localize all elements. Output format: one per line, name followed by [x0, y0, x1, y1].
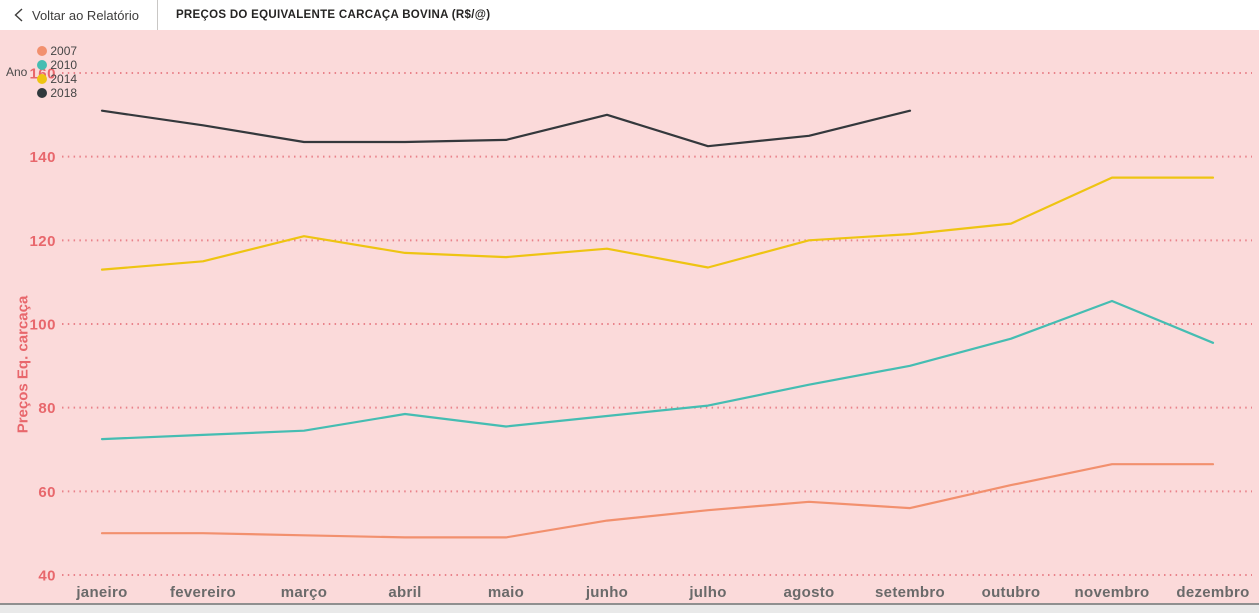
y-tick-label-40: 40: [38, 568, 56, 585]
legend-swatch-icon: [37, 60, 48, 70]
legend-title: Ano: [6, 65, 28, 79]
top-bar: Voltar ao Relatório PREÇOS DO EQUIVALENT…: [0, 0, 1259, 30]
back-chevron-icon: [14, 8, 23, 22]
x-tick-label-junho: junho: [585, 584, 628, 601]
chart-legend: Ano 2007 2010 2014 2018: [6, 44, 85, 100]
page-title: PREÇOS DO EQUIVALENTE CARCAÇA BOVINA (R$…: [175, 9, 491, 21]
y-tick-label-120: 120: [29, 233, 56, 250]
x-tick-label-março: março: [281, 584, 328, 601]
y-tick-label-140: 140: [29, 149, 56, 166]
line-chart: 406080100120140160janeirofevereiromarçoa…: [29, 66, 1252, 601]
x-tick-label-setembro: setembro: [875, 584, 945, 601]
legend-items: 2007 2010 2014 2018: [37, 44, 85, 100]
legend-item-label: 2010: [50, 58, 78, 72]
back-label: Voltar ao Relatório: [32, 7, 139, 23]
legend-item-label: 2014: [50, 72, 78, 86]
legend-swatch-icon: [37, 88, 48, 98]
bottom-strip: [0, 603, 1259, 613]
chart-area: Ano 2007 2010 2014 2018 Preços Eq. carcaça …: [0, 30, 1259, 603]
x-tick-label-dezembro: dezembro: [1176, 584, 1249, 601]
legend-swatch-icon: [37, 46, 48, 56]
x-tick-label-abril: abril: [388, 584, 421, 601]
x-tick-label-maio: maio: [488, 584, 524, 601]
series-line-2014[interactable]: [100, 176, 1215, 271]
x-tick-label-janeiro: janeiro: [75, 584, 127, 601]
back-button[interactable]: Voltar ao Relatório: [0, 0, 139, 30]
y-tick-label-60: 60: [38, 484, 56, 501]
x-tick-label-fevereiro: fevereiro: [170, 584, 236, 601]
y-tick-label-100: 100: [29, 317, 56, 334]
x-tick-label-outubro: outubro: [982, 584, 1041, 601]
legend-item-label: 2007: [50, 44, 78, 58]
legend-item-2014[interactable]: 2014: [37, 72, 77, 86]
x-tick-label-julho: julho: [688, 584, 726, 601]
series-line-2018[interactable]: [100, 109, 912, 148]
y-axis-title: Preços Eq. carcaça: [14, 295, 32, 434]
x-tick-label-agosto: agosto: [784, 584, 835, 601]
y-tick-label-80: 80: [38, 400, 56, 417]
legend-item-2010[interactable]: 2010: [37, 58, 77, 72]
legend-item-2007[interactable]: 2007: [37, 44, 77, 58]
legend-swatch-icon: [37, 74, 48, 84]
series-line-2010[interactable]: [100, 299, 1215, 441]
legend-item-2018[interactable]: 2018: [37, 86, 77, 100]
header-divider: [156, 0, 158, 30]
series-line-2007[interactable]: [100, 463, 1215, 539]
legend-item-label: 2018: [50, 86, 78, 100]
x-tick-label-novembro: novembro: [1075, 584, 1150, 601]
